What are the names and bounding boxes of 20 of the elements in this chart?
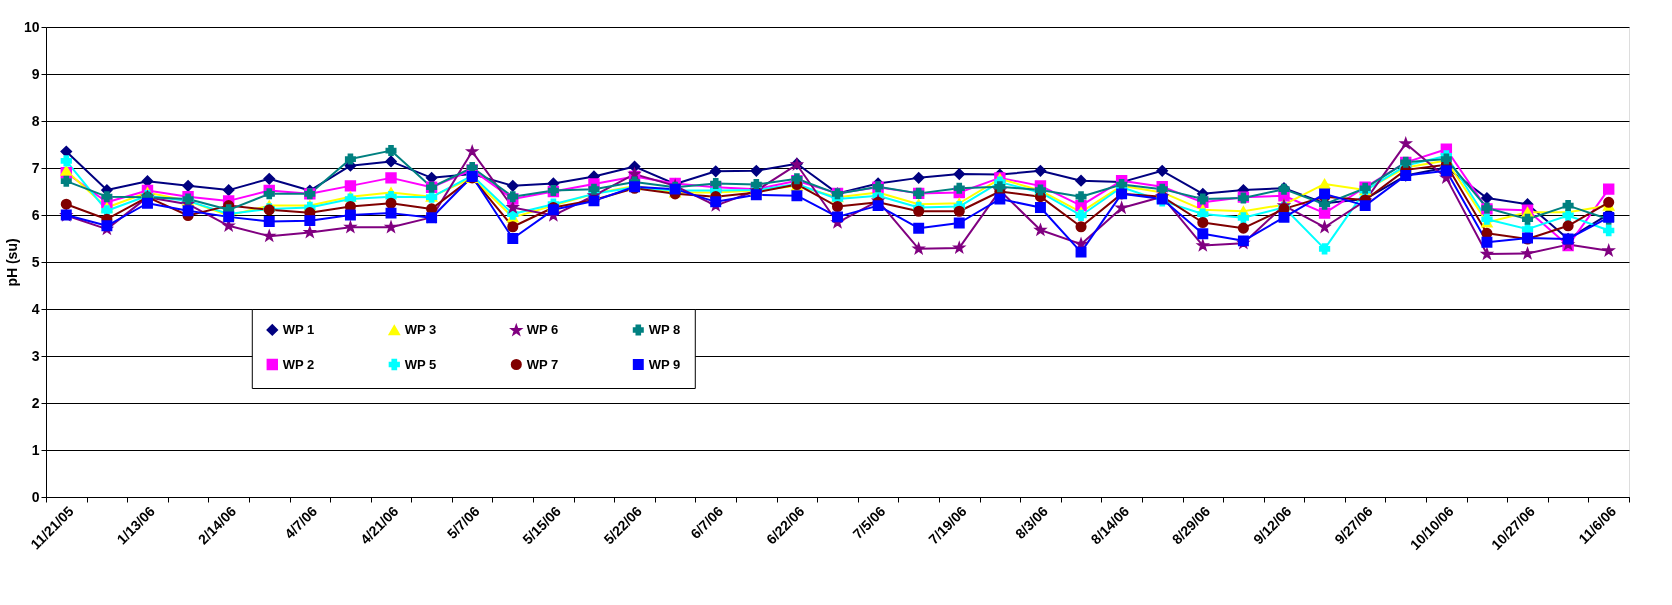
legend-label: WP 3 bbox=[404, 322, 437, 338]
legend-label: WP 5 bbox=[404, 356, 437, 372]
y-tick-label: 5 bbox=[31, 253, 40, 270]
y-tick-label: 2 bbox=[31, 394, 40, 411]
y-tick-label: 3 bbox=[31, 347, 40, 364]
y-tick-label: 4 bbox=[31, 300, 40, 317]
y-tick-label: 8 bbox=[31, 112, 40, 129]
y-tick-label: 0 bbox=[31, 488, 40, 505]
legend-label: WP 9 bbox=[648, 356, 681, 372]
y-tick-label: 7 bbox=[31, 159, 40, 176]
y-tick-label: 9 bbox=[31, 65, 40, 82]
y-axis-title: pH (su) bbox=[3, 238, 20, 287]
legend-label: WP 7 bbox=[526, 356, 559, 372]
y-tick-label: 6 bbox=[31, 206, 40, 223]
legend-label: WP 2 bbox=[282, 356, 315, 372]
y-tick-label: 1 bbox=[31, 441, 40, 458]
legend-label: WP 6 bbox=[526, 322, 559, 338]
legend-label: WP 8 bbox=[648, 321, 681, 337]
legend-label: WP 1 bbox=[282, 321, 315, 337]
y-tick-label: 10 bbox=[23, 18, 40, 35]
